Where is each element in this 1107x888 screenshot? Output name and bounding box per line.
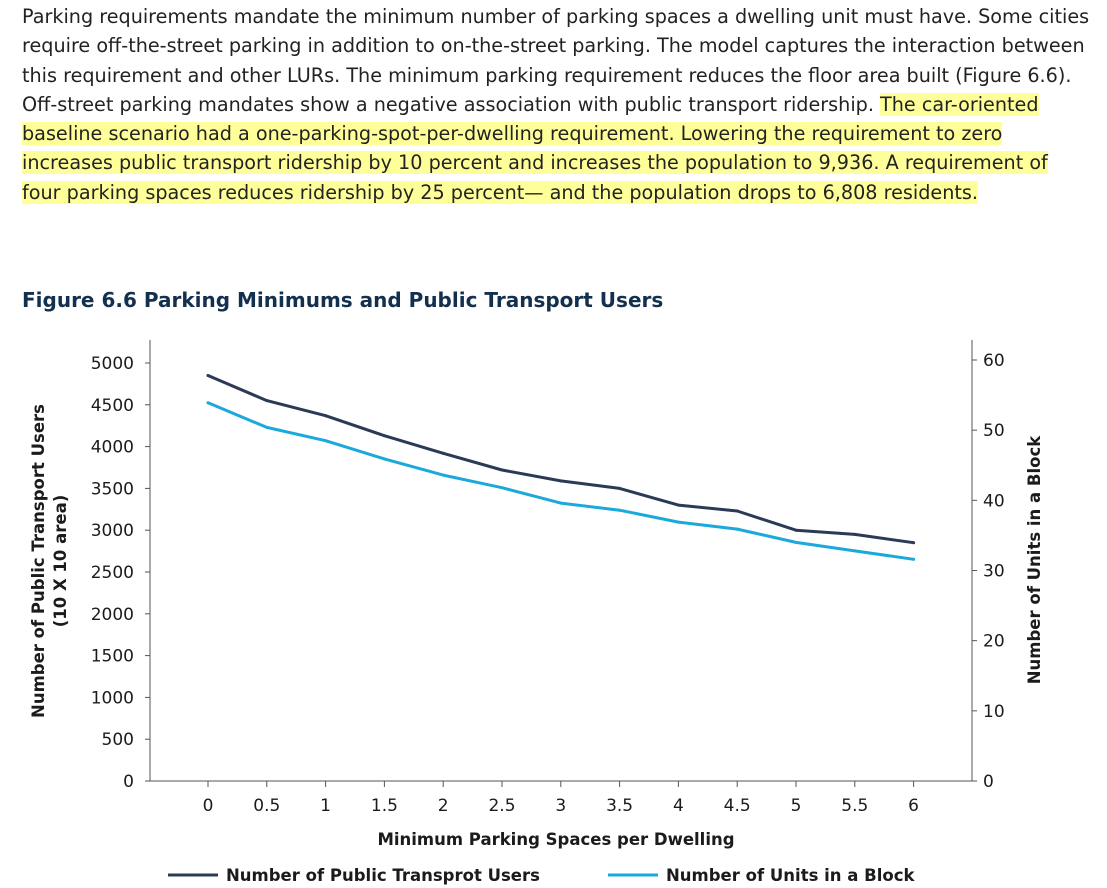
data-point-users — [794, 528, 798, 532]
x-tick-label: 5.5 — [841, 796, 868, 816]
body-paragraph: Parking requirements mandate the minimum… — [22, 2, 1092, 207]
y-right-tick-label: 0 — [983, 772, 994, 792]
y-right-axis-label: Number of Units in a Block — [1025, 435, 1044, 685]
data-point-units — [853, 549, 857, 553]
data-point-units — [324, 439, 328, 443]
y-right-tick-label: 30 — [983, 562, 1005, 582]
data-point-units — [559, 501, 563, 505]
y-left-tick-label: 2500 — [91, 563, 134, 583]
y-left-tick-label: 0 — [123, 772, 134, 792]
legend-label-users: Number of Public Transprot Users — [226, 866, 540, 885]
data-point-units — [794, 540, 798, 544]
figure-title: Figure 6.6 Parking Minimums and Public T… — [22, 288, 664, 312]
legend: Number of Public Transprot Users Number o… — [168, 866, 916, 885]
y-left-tick-label: 500 — [102, 730, 134, 750]
data-point-units — [382, 457, 386, 461]
x-tick-label: 6 — [908, 796, 919, 816]
x-tick-label: 4.5 — [724, 796, 751, 816]
data-point-users — [559, 479, 563, 483]
y-right-tick-label: 10 — [983, 702, 1005, 722]
data-point-users — [618, 486, 622, 490]
legend-label-units: Number of Units in a Block — [666, 866, 916, 885]
x-tick-label: 2.5 — [488, 796, 515, 816]
series-line-public-transport-users — [206, 374, 916, 545]
y-left-tick-label: 1500 — [91, 647, 134, 667]
y-left-axis-label-line: Number of Public Transport Users — [29, 404, 48, 718]
data-point-users — [500, 468, 504, 472]
data-point-users — [853, 532, 857, 536]
x-tick-label: 4 — [673, 796, 684, 816]
data-point-units — [500, 486, 504, 490]
x-tick-label: 3.5 — [606, 796, 633, 816]
y-left-tick-label: 4500 — [91, 396, 134, 416]
y-left-tick-label: 1000 — [91, 688, 134, 708]
x-axis-label: Minimum Parking Spaces per Dwelling — [377, 830, 734, 849]
axes: 0500100015002000250030003500400045005000… — [91, 340, 1005, 816]
series-lines — [206, 374, 916, 561]
data-point-users — [735, 509, 739, 513]
x-tick-label: 5 — [791, 796, 802, 816]
data-point-units — [441, 473, 445, 477]
data-point-units — [735, 527, 739, 531]
x-tick-label: 0.5 — [253, 796, 280, 816]
data-point-users — [265, 399, 269, 403]
data-point-users — [912, 541, 916, 545]
data-point-units — [265, 425, 269, 429]
y-left-tick-label: 3500 — [91, 479, 134, 499]
data-point-units — [676, 520, 680, 524]
x-tick-label: 1 — [320, 796, 331, 816]
y-left-axis-label: Number of Public Transport Users (10 X 10… — [29, 404, 70, 718]
y-left-tick-label: 2000 — [91, 605, 134, 625]
y-left-tick-label: 3000 — [91, 521, 134, 541]
data-point-users — [441, 451, 445, 455]
y-right-tick-label: 40 — [983, 491, 1005, 511]
axis-labels: Minimum Parking Spaces per Dwelling Numbe… — [29, 404, 1044, 849]
y-right-tick-label: 20 — [983, 632, 1005, 652]
y-right-tick-label: 50 — [983, 421, 1005, 441]
data-point-users — [324, 414, 328, 418]
y-left-tick-label: 4000 — [91, 438, 134, 458]
data-point-users — [206, 374, 210, 377]
y-left-tick-label: 5000 — [91, 354, 134, 374]
line-chart: 0500100015002000250030003500400045005000… — [29, 340, 1044, 885]
data-point-units — [912, 557, 916, 561]
x-tick-label: 3 — [555, 796, 566, 816]
y-right-tick-label: 60 — [983, 351, 1005, 371]
paragraph-text: Parking requirements mandate the minimum… — [22, 5, 1090, 116]
x-tick-label: 0 — [203, 796, 214, 816]
data-point-users — [676, 503, 680, 507]
data-point-users — [382, 434, 386, 438]
x-tick-label: 2 — [438, 796, 449, 816]
y-left-axis-label-line: (10 X 10 area) — [51, 495, 70, 628]
x-tick-label: 1.5 — [371, 796, 398, 816]
data-point-units — [618, 508, 622, 512]
data-point-units — [206, 401, 210, 405]
